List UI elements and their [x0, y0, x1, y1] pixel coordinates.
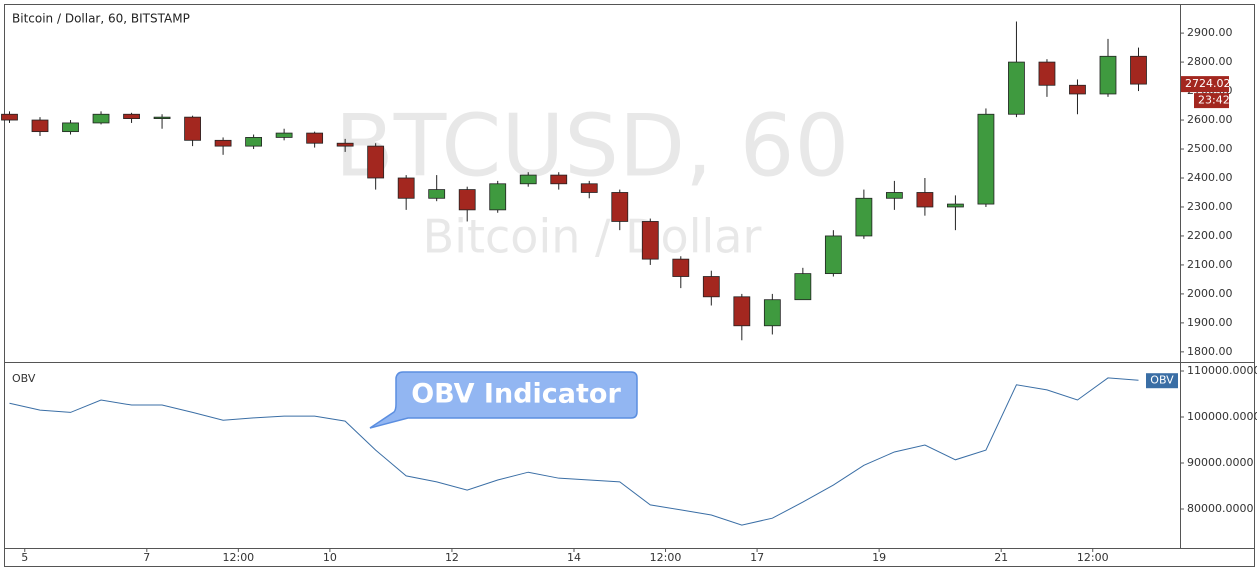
chart-title: Bitcoin / Dollar, 60, BITSTAMP	[12, 12, 190, 26]
y-tick-label: 2200.00	[1187, 229, 1233, 242]
candle-body	[1069, 84, 1086, 95]
candle-body	[62, 122, 79, 133]
candle-body	[519, 174, 537, 185]
candle-body	[123, 113, 140, 119]
series-tag	[1146, 373, 1178, 389]
x-tick-label: 14	[567, 551, 581, 564]
candle-body	[1099, 55, 1117, 95]
y-tick-label: 1900.00	[1187, 316, 1233, 329]
y-tick-label: 100000.0000	[1187, 410, 1257, 423]
x-tick-label: 12:00	[222, 551, 254, 564]
candle-body	[92, 113, 110, 124]
candle-body	[275, 132, 293, 138]
x-tick-label: 10	[323, 551, 337, 564]
candle-body	[306, 132, 324, 144]
x-tick-label: 7	[143, 551, 150, 564]
candle-body	[550, 174, 568, 185]
candle-body	[1038, 61, 1056, 86]
x-tick-label: 12	[445, 551, 459, 564]
candle-body	[397, 177, 415, 199]
x-tick-label: 5	[21, 551, 28, 564]
frame	[4, 4, 1255, 567]
candle-body	[702, 276, 720, 298]
candle-body	[1008, 61, 1025, 115]
candle-body	[855, 197, 873, 237]
candle-body	[428, 189, 446, 199]
candle-body	[733, 296, 751, 327]
watermark-subtitle: Bitcoin / Dollar	[423, 210, 762, 264]
candle-body	[947, 203, 964, 208]
y-tick-label: 2300.00	[1187, 200, 1233, 213]
y-tick-label: 2100.00	[1187, 258, 1233, 271]
candle-body	[336, 142, 354, 147]
y-tick-label: 90000.0000	[1187, 456, 1253, 469]
y-tick-label: 110000.0000	[1187, 364, 1257, 377]
candle-body	[977, 113, 995, 205]
watermark: BTCUSD, 60	[335, 96, 849, 196]
series-line	[9, 377, 1139, 526]
candle-body	[31, 119, 49, 133]
candle-body	[580, 183, 598, 193]
candle-body	[489, 183, 507, 211]
candle-body	[824, 235, 842, 275]
countdown-label: 23:42	[1198, 94, 1230, 107]
candle-body	[794, 273, 812, 301]
y-tick-label: 2600.00	[1187, 113, 1233, 126]
y-tick-label: 2000.00	[1187, 287, 1233, 300]
y-tick-label: 2800.00	[1187, 55, 1233, 68]
candle-body	[153, 116, 171, 119]
candle-body	[916, 192, 934, 208]
x-tick-label: 21	[994, 551, 1008, 564]
x-tick-label: 12:00	[650, 551, 682, 564]
candle-body	[611, 192, 629, 222]
candle-body	[885, 192, 903, 199]
y-tick-label: 2400.00	[1187, 171, 1233, 184]
candle-body	[367, 145, 385, 179]
candle-body	[214, 139, 232, 147]
y-tick-label: 2500.00	[1187, 142, 1233, 155]
candle-body	[641, 221, 659, 260]
pane-title: OBV	[12, 372, 36, 385]
candle-body	[184, 116, 201, 141]
x-tick-label: 12:00	[1077, 551, 1109, 564]
candle-body	[245, 137, 263, 147]
price-tag-label: 2724.02	[1185, 77, 1231, 90]
series-tag-label: OBV	[1150, 374, 1174, 387]
candle-body	[763, 299, 781, 327]
x-tick-label: 19	[872, 551, 886, 564]
candle-body	[1, 113, 18, 121]
callout-bubble	[369, 371, 638, 429]
y-tick-label: 1800.00	[1187, 345, 1233, 358]
y-tick-label: 80000.0000	[1187, 502, 1253, 515]
y-tick-label: 2900.00	[1187, 26, 1233, 39]
x-tick-label: 17	[750, 551, 764, 564]
candle-body	[1130, 55, 1147, 85]
callout-label: OBV Indicator	[411, 379, 621, 410]
countdown-tag	[1194, 93, 1229, 109]
price-tag	[1181, 76, 1229, 93]
candle-body	[672, 258, 690, 277]
candle-body	[458, 189, 476, 211]
